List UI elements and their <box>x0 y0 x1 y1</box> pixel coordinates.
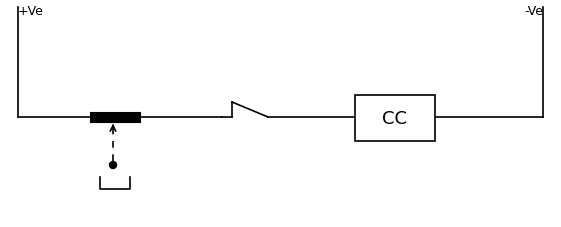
Text: +Ve: +Ve <box>18 5 44 18</box>
Circle shape <box>109 162 117 169</box>
Text: -Ve: -Ve <box>524 5 543 18</box>
Text: CC: CC <box>383 109 407 127</box>
Bar <box>355 96 435 141</box>
